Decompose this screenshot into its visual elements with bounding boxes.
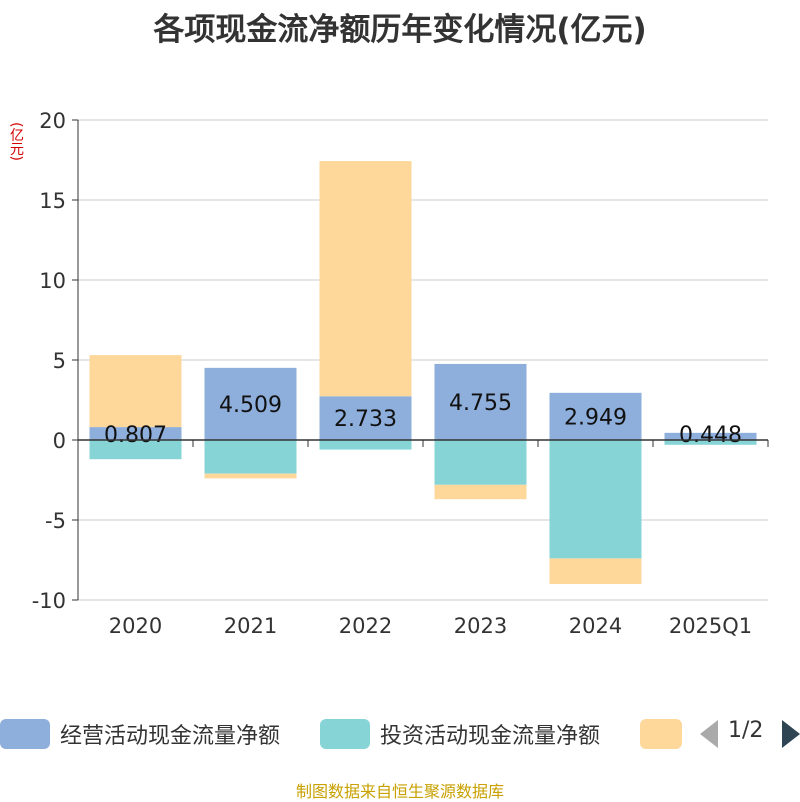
y-tick-label: 20: [39, 109, 66, 133]
bar-series0-2020: [89, 427, 182, 440]
y-axis-unit: (亿元): [8, 122, 24, 161]
legend-page-indicator: 1/2: [728, 718, 764, 743]
legend-item-investing[interactable]: 投资活动现金流量净额: [320, 716, 600, 752]
y-tick-label: 15: [39, 189, 66, 213]
legend-swatch-investing: [320, 719, 370, 749]
bar-series0-2024: [549, 392, 642, 440]
chart-title: 各项现金流净额历年变化情况(亿元): [153, 12, 647, 48]
x-tick-label: 2022: [339, 614, 392, 638]
bar-series0-2021: [204, 367, 297, 440]
bar-series1-2020: [89, 440, 182, 460]
legend-label-operating: 经营活动现金流量净额: [60, 724, 281, 749]
bar-series1-2021: [204, 440, 297, 474]
y-tick-label: -5: [45, 509, 66, 533]
bar-series0-2023: [434, 363, 527, 440]
legend-prev-page-icon[interactable]: [700, 720, 718, 748]
legend-item-financing[interactable]: [640, 716, 682, 752]
bar-series1-2024: [549, 440, 642, 559]
data-label: 0.448: [679, 423, 742, 448]
data-label: 2.733: [334, 407, 397, 432]
data-label: 4.509: [219, 393, 282, 418]
legend-swatch-financing: [640, 719, 682, 749]
legend-item-operating[interactable]: 经营活动现金流量净额: [0, 716, 280, 752]
bar-series0-2022: [319, 396, 412, 440]
x-tick-label: 2024: [569, 614, 622, 638]
bar-series1-2023: [434, 440, 527, 485]
x-tick-label: 2021: [224, 614, 277, 638]
legend-swatch-operating: [0, 719, 50, 749]
data-label: 2.949: [564, 405, 627, 430]
legend-label-investing: 投资活动现金流量净额: [380, 724, 601, 749]
bar-series2-2024: [549, 558, 642, 584]
data-label: 4.755: [449, 391, 512, 416]
y-tick-label: 0: [53, 429, 66, 453]
bar-series2-2023: [434, 484, 527, 500]
bar-series2-2020: [89, 355, 182, 428]
y-tick-label: 5: [53, 349, 66, 373]
data-label: 0.807: [104, 423, 167, 448]
bar-series2-2021: [204, 473, 297, 479]
bar-series2-2022: [319, 161, 412, 397]
x-tick-label: 2023: [454, 614, 507, 638]
data-source-note: 制图数据来自恒生聚源数据库: [295, 782, 504, 801]
x-tick-label: 2020: [109, 614, 162, 638]
bar-series1-2022: [319, 440, 412, 450]
y-tick-label: 10: [39, 269, 66, 293]
legend-next-page-icon[interactable]: [782, 720, 800, 748]
x-tick-label: 2025Q1: [669, 614, 752, 638]
bar-series0-2025Q1: [664, 432, 757, 440]
y-tick-label: -10: [32, 589, 66, 613]
bar-series1-2025Q1: [664, 440, 757, 445]
